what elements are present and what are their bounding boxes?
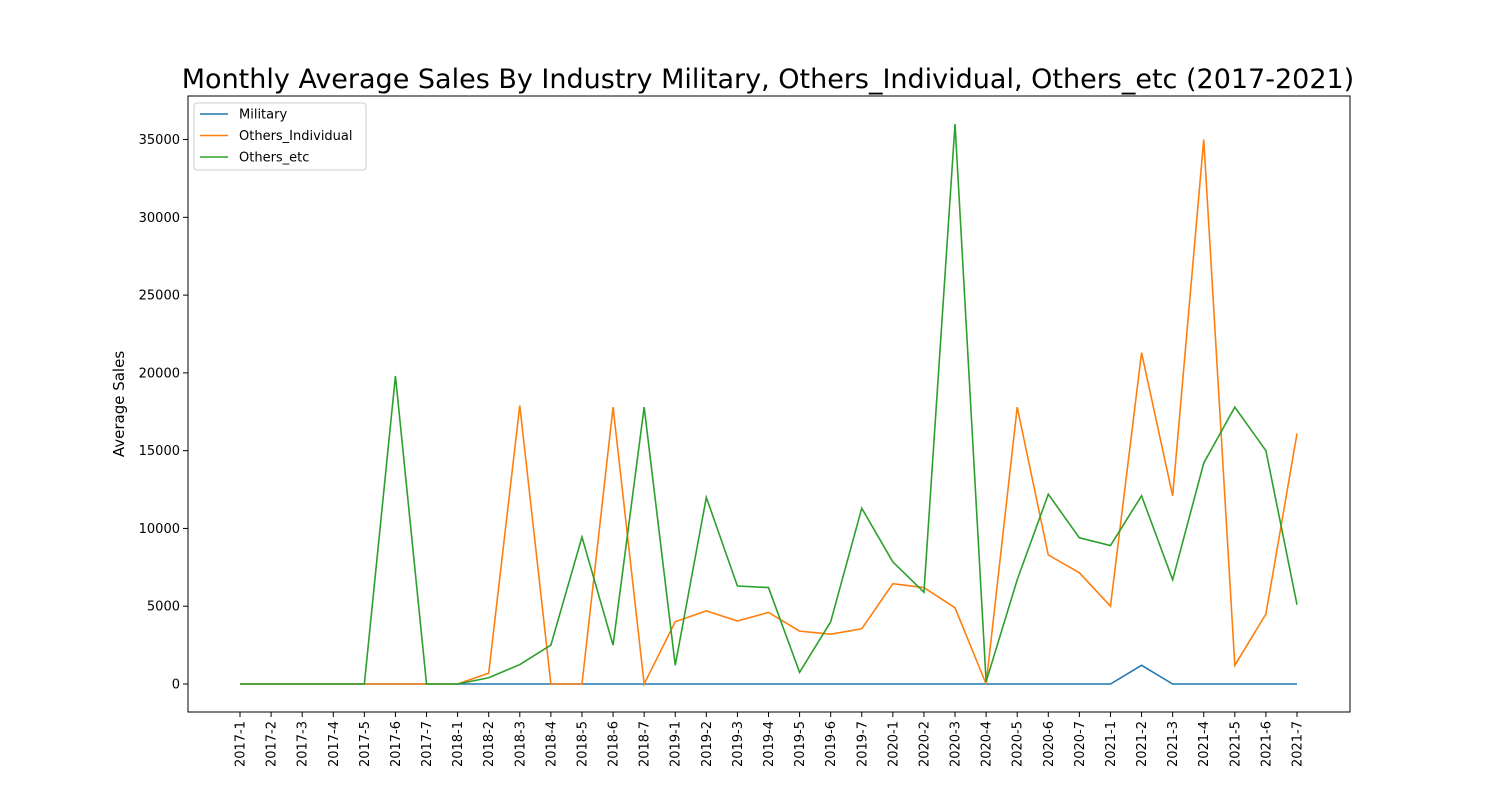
legend-label: Others_etc — [239, 151, 309, 166]
y-tick-label: 0 — [172, 678, 180, 693]
x-tick-label: 2021-3 — [1166, 721, 1181, 767]
plot-area-frame — [187, 95, 1351, 713]
x-tick-label: 2018-1 — [451, 721, 466, 767]
chart-title: Monthly Average Sales By Industry Milita… — [182, 64, 1354, 95]
x-tick-label: 2021-1 — [1104, 721, 1119, 767]
x-tick-label: 2020-2 — [917, 721, 932, 767]
x-tick-label: 2021-2 — [1135, 721, 1150, 767]
x-tick-label: 2020-1 — [886, 721, 901, 767]
x-tick-label: 2017-2 — [265, 721, 280, 767]
x-tick-label: 2017-6 — [389, 721, 404, 767]
y-tick-label: 30000 — [139, 211, 180, 226]
legend-label: Military — [239, 108, 287, 123]
x-tick-label: 2019-4 — [762, 721, 777, 767]
x-tick-label: 2018-7 — [638, 721, 653, 767]
legend-label: Others_Individual — [239, 129, 353, 144]
x-tick-label: 2019-3 — [731, 721, 746, 767]
y-tick-label: 25000 — [139, 289, 180, 304]
x-tick-label: 2017-3 — [296, 721, 311, 767]
y-tick-label: 10000 — [139, 522, 180, 537]
x-tick-label: 2019-2 — [700, 721, 715, 767]
x-tick-label: 2018-2 — [482, 721, 497, 767]
x-tick-label: 2021-7 — [1291, 721, 1306, 767]
x-tick-label: 2021-5 — [1228, 721, 1243, 767]
legend-box — [193, 102, 367, 171]
y-tick-label: 35000 — [139, 133, 180, 148]
series-line-others-etc — [240, 123, 1298, 685]
series-line-military — [240, 664, 1297, 685]
x-tick-label: 2020-3 — [949, 721, 964, 767]
x-tick-label: 2018-4 — [544, 721, 559, 767]
x-tick-label: 2017-5 — [358, 721, 373, 767]
x-tick-label: 2017-7 — [420, 721, 435, 767]
x-tick-label: 2019-1 — [669, 721, 684, 767]
x-axis: 2017-1 2017-2 2017-3 2017-4 2017-5 2017-6 2017… — [234, 712, 1306, 767]
y-tick-label: 20000 — [139, 366, 180, 381]
y-tick-label: 5000 — [147, 600, 180, 615]
x-tick-label: 2017-4 — [327, 721, 342, 767]
y-tick-label: 15000 — [139, 444, 180, 459]
y-axis: 0 5000 10000 15000 20000 25000 30000 35000 — [139, 133, 188, 693]
x-tick-label: 2020-4 — [980, 721, 995, 767]
x-tick-label: 2018-6 — [607, 721, 622, 767]
x-tick-label: 2019-7 — [855, 721, 870, 767]
x-tick-label: 2018-5 — [575, 721, 590, 767]
y-axis-title: Average Sales — [110, 351, 128, 457]
x-tick-label: 2020-5 — [1011, 721, 1026, 767]
x-tick-label: 2019-6 — [824, 721, 839, 767]
x-tick-label: 2019-5 — [793, 721, 808, 767]
x-tick-label: 2017-1 — [234, 721, 249, 767]
series-line-others-individual — [240, 139, 1298, 687]
x-tick-label: 2020-6 — [1042, 721, 1057, 767]
legend: Military Others_Individual Others_etc — [193, 102, 367, 171]
series-lines — [240, 123, 1298, 687]
x-tick-label: 2021-4 — [1197, 721, 1212, 767]
x-tick-label: 2020-7 — [1073, 721, 1088, 767]
x-tick-label: 2021-6 — [1259, 721, 1274, 767]
x-tick-label: 2018-3 — [513, 721, 528, 767]
